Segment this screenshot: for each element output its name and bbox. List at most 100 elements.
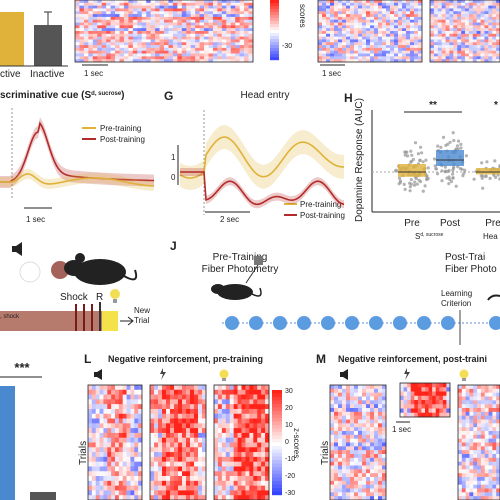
heatmap-cell bbox=[233, 428, 238, 434]
heatmap-cell bbox=[382, 427, 387, 432]
colorbar-cell bbox=[270, 57, 279, 61]
data-point bbox=[419, 145, 423, 149]
heatmap-cell bbox=[217, 432, 223, 439]
heatmap-cell bbox=[92, 11, 98, 15]
heatmap-cell bbox=[198, 389, 203, 395]
heatmap-cell bbox=[480, 53, 485, 57]
heatmap-cell bbox=[338, 434, 343, 439]
heatmap-cell bbox=[97, 36, 102, 40]
heatmap-cell bbox=[95, 394, 100, 400]
heatmap-cell bbox=[217, 408, 223, 415]
heatmap-cell bbox=[338, 16, 343, 21]
heatmap-cell bbox=[437, 16, 442, 21]
heatmap-cell bbox=[407, 383, 412, 388]
heatmap-cell bbox=[354, 473, 359, 478]
heatmap-cell bbox=[366, 5, 371, 9]
heatmap-cell bbox=[128, 39, 134, 43]
heatmap-cell bbox=[190, 16, 196, 21]
heatmap-cell bbox=[390, 22, 395, 26]
heatmap-cell bbox=[178, 428, 183, 434]
heatmap-cell bbox=[257, 432, 262, 439]
heatmap-cell bbox=[186, 39, 191, 43]
heatmap-cell bbox=[346, 396, 351, 401]
heatmap-cell bbox=[229, 471, 234, 477]
heatmap bbox=[329, 384, 387, 500]
heatmap-cell bbox=[168, 0, 174, 4]
heatmap-cell bbox=[172, 8, 178, 12]
heatmap-cell bbox=[195, 36, 200, 40]
heatmap-cell bbox=[75, 36, 80, 40]
heatmap-cell bbox=[358, 385, 363, 390]
heatmap-cell bbox=[386, 59, 391, 63]
heatmap-cell bbox=[208, 2, 214, 6]
heatmap-cell bbox=[221, 56, 227, 60]
heatmap-cell bbox=[241, 394, 246, 400]
heatmap-cell bbox=[453, 22, 458, 26]
heatmap-cell bbox=[318, 45, 323, 49]
heatmap-cell bbox=[350, 480, 355, 485]
heatmap-cell bbox=[198, 495, 203, 500]
heatmap-cell bbox=[358, 442, 363, 447]
bulb-icon bbox=[110, 289, 120, 303]
heatmap-cell bbox=[237, 480, 242, 486]
heatmap-cell bbox=[334, 419, 339, 424]
heatmap-cell bbox=[410, 8, 415, 12]
heatmap-cell bbox=[212, 39, 218, 43]
heatmap-cell bbox=[362, 31, 367, 35]
heatmap-cell bbox=[190, 404, 195, 410]
heatmap-cell bbox=[370, 473, 375, 478]
heatmap-cell bbox=[334, 11, 339, 15]
heatmap-cell bbox=[132, 5, 138, 9]
heatmap-cell bbox=[362, 488, 367, 493]
heatmap-cell bbox=[162, 418, 167, 424]
heatmap-cell bbox=[461, 488, 466, 493]
heatmap-cell bbox=[461, 408, 466, 413]
heatmap-cell bbox=[239, 42, 245, 46]
heatmap-cell bbox=[168, 2, 174, 6]
heatmap-cell bbox=[469, 496, 474, 500]
heatmap-cell bbox=[195, 45, 200, 49]
heatmap-cell bbox=[465, 438, 470, 443]
heatmap-cell bbox=[202, 432, 207, 439]
heatmap-cell bbox=[398, 31, 403, 35]
data-point bbox=[459, 142, 463, 146]
heatmap-cell bbox=[237, 385, 242, 391]
heatmap-cell bbox=[212, 53, 218, 57]
heatmap-cell bbox=[480, 438, 486, 443]
heatmap-cell bbox=[342, 488, 347, 493]
heatmap-cell bbox=[407, 408, 412, 414]
heatmap-cell bbox=[198, 485, 203, 491]
heatmap-cell bbox=[370, 14, 375, 18]
heatmap-cell bbox=[430, 19, 435, 23]
heatmap-cell bbox=[166, 471, 171, 477]
heatmap-cell bbox=[146, 25, 151, 29]
heatmap-cell bbox=[358, 28, 363, 32]
heatmap-cell bbox=[449, 39, 454, 43]
heatmap-cell bbox=[446, 383, 451, 388]
heatmap-cell bbox=[79, 25, 85, 29]
heatmap-cell bbox=[480, 385, 486, 390]
heatmap-cell bbox=[461, 442, 466, 447]
heatmap-cell bbox=[239, 11, 245, 15]
heatmap-cell bbox=[154, 423, 159, 429]
heatmap-cell bbox=[417, 412, 422, 418]
heatmap-cell bbox=[318, 53, 323, 57]
heatmap-cell bbox=[170, 471, 175, 477]
heatmap-cell bbox=[492, 19, 497, 23]
heatmap-cell bbox=[390, 19, 395, 23]
heatmap-cell bbox=[417, 400, 422, 405]
heatmap-cell bbox=[488, 45, 493, 49]
heatmap-cell bbox=[134, 408, 139, 415]
heatmap-cell bbox=[488, 31, 493, 35]
heatmap-cell bbox=[488, 423, 493, 428]
heatmap-cell bbox=[350, 427, 355, 432]
heatmap-cell bbox=[342, 450, 347, 455]
heatmap-cell bbox=[103, 385, 108, 391]
heatmap-cell bbox=[257, 413, 262, 419]
heatmap-cell bbox=[233, 394, 238, 400]
heatmap-cell bbox=[406, 19, 411, 23]
heatmap-cell bbox=[91, 389, 97, 395]
heatmap-cell bbox=[239, 25, 245, 29]
heatmap-cell bbox=[190, 42, 196, 46]
heatmap-cell bbox=[214, 471, 219, 477]
